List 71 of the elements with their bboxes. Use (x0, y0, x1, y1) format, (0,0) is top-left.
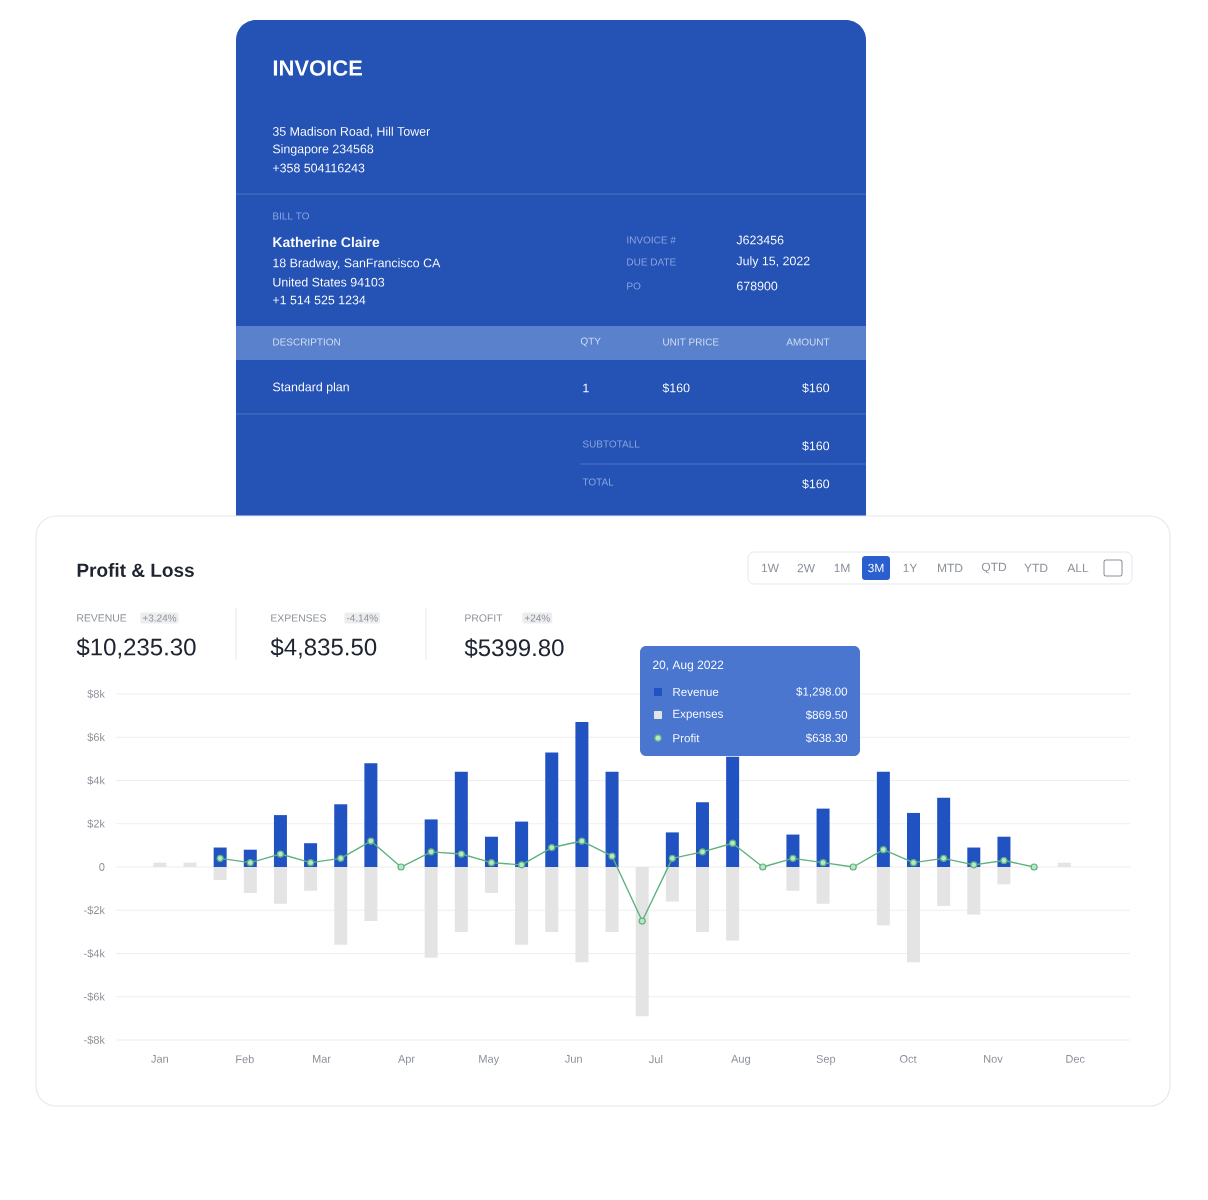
point (849, 863, 857, 871)
bar (454, 867, 468, 932)
bar (726, 867, 740, 941)
bar (334, 804, 348, 867)
bar (515, 867, 529, 945)
bar (515, 821, 529, 867)
bar (695, 867, 709, 932)
point (789, 854, 797, 862)
bar (484, 867, 498, 893)
bar (545, 752, 559, 867)
point (759, 863, 767, 871)
bar (454, 771, 468, 867)
bar (304, 867, 318, 891)
text: $5399.80 (464, 638, 564, 658)
text: $10,235.30 (76, 637, 196, 659)
chart-title: Profit & Loss (77, 563, 194, 577)
bar (967, 867, 981, 915)
point (638, 917, 646, 925)
point (518, 861, 526, 869)
bar (876, 771, 890, 867)
point (940, 854, 948, 862)
point (548, 843, 556, 852)
bar (937, 797, 951, 867)
bar (786, 867, 800, 891)
point (367, 837, 375, 845)
text: $4,835.50 (270, 637, 377, 659)
point (246, 859, 254, 867)
bar (273, 815, 287, 867)
bar (424, 819, 438, 867)
point (1000, 856, 1008, 865)
bar (243, 867, 257, 893)
bar (665, 867, 679, 902)
bar (575, 722, 589, 867)
point (698, 848, 707, 856)
bar (424, 867, 438, 958)
bar (334, 867, 348, 945)
point (1030, 863, 1038, 871)
bar (816, 867, 830, 904)
bar (213, 867, 227, 880)
bar (726, 756, 740, 867)
point (729, 839, 737, 847)
point (879, 846, 887, 854)
point (668, 854, 676, 862)
point (397, 863, 405, 871)
point (578, 837, 586, 845)
point (337, 854, 345, 862)
bar (816, 808, 830, 867)
text: INVOICE (273, 60, 362, 76)
point (306, 859, 315, 867)
bar (364, 763, 378, 867)
bar (273, 867, 287, 904)
bar (876, 867, 890, 926)
point (427, 848, 435, 856)
point (819, 859, 827, 867)
bar (635, 867, 649, 1017)
point (909, 859, 918, 867)
bar (364, 867, 378, 922)
bar (575, 867, 589, 963)
bar (907, 812, 921, 867)
bar (695, 802, 709, 867)
bar (545, 867, 559, 932)
point (276, 850, 285, 858)
point (457, 850, 465, 858)
bar (605, 867, 619, 932)
bar (907, 867, 921, 963)
bar (997, 867, 1011, 885)
bar (605, 771, 619, 867)
bar (937, 867, 951, 906)
point (608, 852, 616, 860)
point (970, 861, 978, 869)
point (487, 859, 496, 867)
